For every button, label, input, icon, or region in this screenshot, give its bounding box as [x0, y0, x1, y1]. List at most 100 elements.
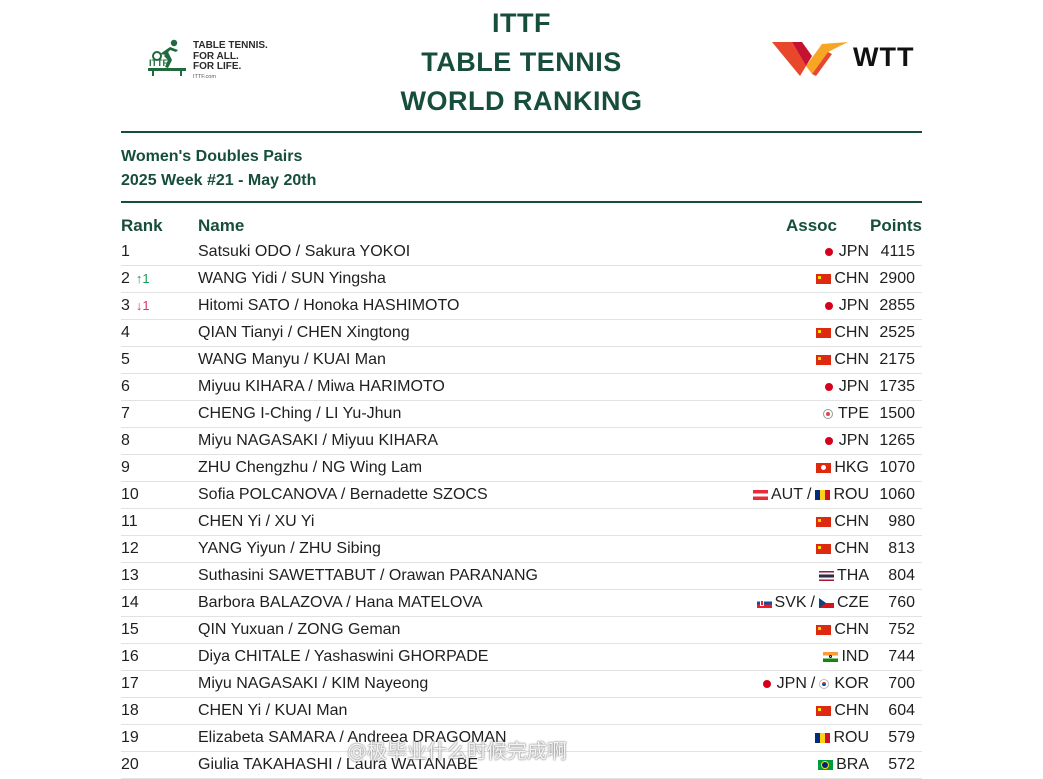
table-row[interactable]: 11 CHEN Yi / XU Yi CHN 980 [121, 509, 922, 536]
player-names[interactable]: QIAN Tianyi / CHEN Xingtong [198, 324, 410, 341]
player-names[interactable]: Elizabeta SAMARA / Andreea DRAGOMAN [198, 729, 507, 746]
table-row[interactable]: 13 Suthasini SAWETTABUT / Orawan PARANANG… [121, 563, 922, 590]
assoc-cell: ROU [815, 729, 869, 747]
player-names[interactable]: QIN Yuxuan / ZONG Geman [198, 621, 401, 638]
table-row[interactable]: 5 WANG Manyu / KUAI Man CHN 2175 [121, 347, 922, 374]
player-names[interactable]: ZHU Chengzhu / NG Wing Lam [198, 459, 423, 476]
table-row[interactable]: 17 Miyu NAGASAKI / KIM Nayeong JPN / KOR 700 [121, 671, 922, 698]
assoc-cell: HKG [816, 459, 869, 477]
player-names[interactable]: Diya CHITALE / Yashaswini GHORPADE [198, 648, 489, 665]
table-row[interactable]: 18 CHEN Yi / KUAI Man CHN 604 [121, 698, 922, 725]
assoc-separator: / [810, 594, 815, 611]
player-names[interactable]: CHENG I-Ching / LI Yu-Jhun [198, 405, 402, 422]
assoc-code: SVK [774, 594, 807, 611]
player-names[interactable]: Miyuu KIHARA / Miwa HARIMOTO [198, 378, 445, 395]
rank-number: 5 [121, 351, 130, 368]
rank-number: 3 [121, 297, 130, 314]
jpn-flag-icon [824, 248, 833, 256]
points-cell: 1265 [879, 432, 915, 449]
player-names[interactable]: Miyu NAGASAKI / Miyuu KIHARA [198, 432, 439, 449]
table-row[interactable]: 10 Sofia POLCANOVA / Bernadette SZOCS AUT /… [121, 482, 922, 509]
player-names[interactable]: CHEN Yi / XU Yi [198, 513, 315, 530]
assoc-cell: CHN [816, 540, 869, 558]
points-cell: 572 [888, 756, 915, 773]
title-line: WORLD RANKING [400, 86, 643, 116]
rank-cell: 5 [121, 351, 130, 369]
tpe-flag-icon [822, 409, 833, 419]
player-names[interactable]: WANG Manyu / KUAI Man [198, 351, 386, 368]
table-row[interactable]: 12 YANG Yiyun / ZHU Sibing CHN 813 [121, 536, 922, 563]
table-row[interactable]: 16 Diya CHITALE / Yashaswini GHORPADE IND 7… [121, 644, 922, 671]
assoc-cell: CHN [816, 702, 869, 720]
table-row[interactable]: 8 Miyu NAGASAKI / Miyuu KIHARA JPN 1265 [121, 428, 922, 455]
rank-number: 15 [121, 621, 139, 638]
table-tennis-player-icon: ITTF [148, 39, 186, 76]
assoc-cell: JPN [821, 243, 869, 261]
table-row[interactable]: 20 Giulia TAKAHASHI / Laura WATANABE BRA 57… [121, 752, 922, 779]
assoc-code: JPN [776, 675, 807, 692]
jpn-flag-icon [824, 302, 833, 310]
points-cell: 804 [888, 567, 915, 584]
wtt-logo: WTT [772, 40, 924, 78]
title-line: TABLE TENNIS [421, 47, 622, 77]
assoc-item: JPN [821, 243, 869, 261]
rank-number: 4 [121, 324, 130, 341]
page-title: ITTF TABLE TENNIS WORLD RANKING [0, 4, 1043, 121]
table-row[interactable]: 15 QIN Yuxuan / ZONG Geman CHN 752 [121, 617, 922, 644]
player-names[interactable]: WANG Yidi / SUN Yingsha [198, 270, 386, 287]
assoc-code: ROU [833, 729, 869, 746]
player-names[interactable]: Sofia POLCANOVA / Bernadette SZOCS [198, 486, 488, 503]
table-row[interactable]: 19 Elizabeta SAMARA / Andreea DRAGOMAN ROU… [121, 725, 922, 752]
assoc-item: TPE [822, 405, 869, 423]
rank-number: 14 [121, 594, 139, 611]
assoc-item: CHN [816, 621, 869, 639]
table-row[interactable]: 7 CHENG I-Ching / LI Yu-Jhun TPE 1500 [121, 401, 922, 428]
player-names[interactable]: Satsuki ODO / Sakura YOKOI [198, 243, 411, 260]
player-names[interactable]: YANG Yiyun / ZHU Sibing [198, 540, 381, 557]
player-names[interactable]: Miyu NAGASAKI / KIM Nayeong [198, 675, 429, 692]
assoc-cell: JPN [821, 378, 869, 396]
player-names[interactable]: CHEN Yi / KUAI Man [198, 702, 348, 719]
rank-cell: 18 [121, 702, 139, 720]
chn-flag-icon [816, 544, 832, 554]
subtitle-divider [121, 201, 922, 203]
player-names[interactable]: Giulia TAKAHASHI / Laura WATANABE [198, 756, 479, 773]
svg-text:ITTF: ITTF [149, 58, 168, 68]
assoc-cell: CHN [816, 513, 869, 531]
rank-number: 16 [121, 648, 139, 665]
player-names[interactable]: Suthasini SAWETTABUT / Orawan PARANANG [198, 567, 538, 584]
ranking-table: 1 Satsuki ODO / Sakura YOKOI JPN 4115 2 ↑1 WAN… [121, 239, 922, 779]
table-row[interactable]: 14 Barbora BALAZOVA / Hana MATELOVA SVK / CZ… [121, 590, 922, 617]
table-row[interactable]: 2 ↑1 WANG Yidi / SUN Yingsha CHN 2900 [121, 266, 922, 293]
assoc-item: ROU [815, 486, 869, 504]
table-row[interactable]: 1 Satsuki ODO / Sakura YOKOI JPN 4115 [121, 239, 922, 266]
rank-cell: 2 ↑1 [121, 270, 150, 288]
rank-movement: ↓1 [135, 298, 150, 313]
rank-cell: 9 [121, 459, 130, 477]
rank-cell: 10 [121, 486, 139, 504]
points-cell: 1070 [879, 459, 915, 476]
assoc-code: CHN [834, 270, 869, 287]
player-names[interactable]: Barbora BALAZOVA / Hana MATELOVA [198, 594, 483, 611]
assoc-item: CHN [816, 540, 869, 558]
rank-cell: 17 [121, 675, 139, 693]
rank-cell: 4 [121, 324, 130, 342]
header: ITTF TABLE TENNIS. FOR ALL. FOR LIFE. IT… [0, 0, 1043, 130]
rank-number: 8 [121, 432, 130, 449]
assoc-code: HKG [834, 459, 869, 476]
table-row[interactable]: 3 ↓1 Hitomi SATO / Honoka HASHIMOTO JPN 2855 [121, 293, 922, 320]
table-row[interactable]: 6 Miyuu KIHARA / Miwa HARIMOTO JPN 1735 [121, 374, 922, 401]
table-row[interactable]: 4 QIAN Tianyi / CHEN Xingtong CHN 2525 [121, 320, 922, 347]
assoc-item: ROU [815, 729, 869, 747]
chn-flag-icon [816, 517, 832, 527]
assoc-item: CHN [816, 324, 869, 342]
table-header: Rank Name Assoc Points [121, 214, 922, 238]
player-names[interactable]: Hitomi SATO / Honoka HASHIMOTO [198, 297, 460, 314]
assoc-cell: THA [819, 567, 869, 585]
table-row[interactable]: 9 ZHU Chengzhu / NG Wing Lam HKG 1070 [121, 455, 922, 482]
assoc-separator: / [806, 486, 812, 503]
rank-cell: 12 [121, 540, 139, 558]
assoc-code: THA [837, 567, 869, 584]
points-cell: 2855 [879, 297, 915, 314]
assoc-item: CZE [819, 594, 869, 612]
